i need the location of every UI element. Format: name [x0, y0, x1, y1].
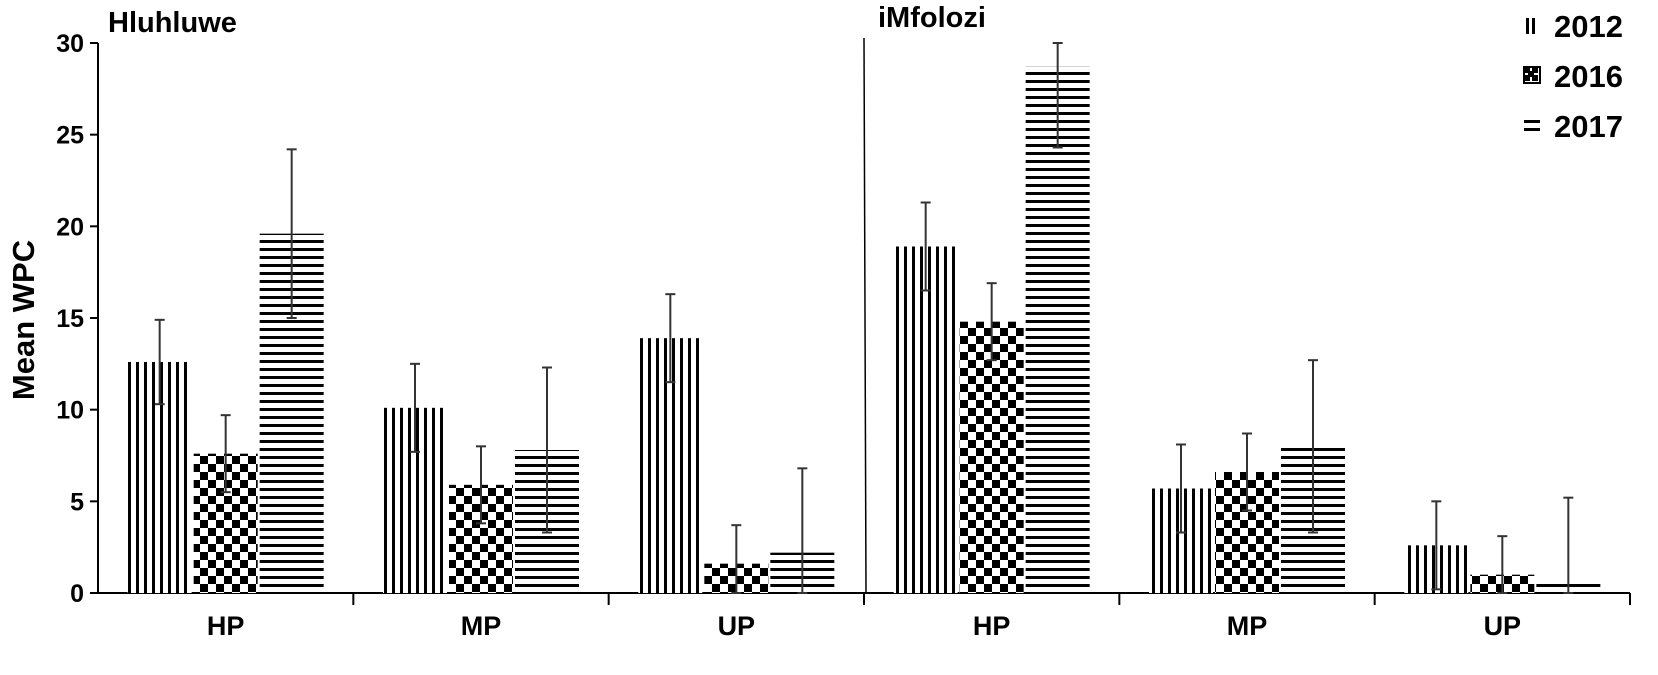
- legend-swatch-2012-b: [1532, 18, 1535, 34]
- panel-title-imfolozi: iMfolozi: [878, 2, 986, 34]
- y-tick-label: 15: [56, 305, 84, 333]
- axes: [90, 37, 1631, 605]
- legend-swatch-cell: [1532, 75, 1538, 81]
- legend-label-2016: 2016: [1554, 59, 1623, 94]
- legend-label-2017: 2017: [1554, 109, 1623, 144]
- y-tick-label: 20: [56, 213, 84, 241]
- category-label: MP: [1227, 611, 1268, 641]
- legend-label-2012: 2012: [1554, 9, 1623, 44]
- bar-imfolozi-hp-2012: [893, 246, 958, 593]
- legend-swatch-2017-b: [1524, 128, 1540, 131]
- legend-swatch-cell: [1532, 67, 1538, 73]
- y-tick-label: 30: [56, 30, 84, 58]
- legend-swatch-2017: [1524, 120, 1540, 123]
- y-tick-label: 5: [70, 488, 84, 516]
- legend-swatch-2016: [1523, 66, 1541, 84]
- bar-imfolozi-hp-2017: [1025, 66, 1090, 594]
- y-tick-label: 10: [56, 397, 84, 425]
- error-bars: [154, 42, 1574, 594]
- y-axis-title: Mean WPC: [6, 240, 41, 400]
- category-label: MP: [461, 611, 502, 641]
- legend-swatch-2012: [1526, 18, 1529, 34]
- y-tick-label: 25: [56, 122, 84, 150]
- labels: Mean WPC 0 5 10 15 20 25 30 HP MP UP HP MP UP Hluhluw…: [6, 2, 1521, 641]
- legend-swatch-border: [1523, 66, 1541, 84]
- legend-swatch-cell: [1524, 75, 1530, 81]
- category-label: HP: [973, 611, 1011, 641]
- legend-swatch-cell: [1524, 67, 1530, 73]
- category-label: UP: [1484, 611, 1522, 641]
- legend: 2012 2016 2017: [1523, 9, 1623, 144]
- y-tick-label: 0: [70, 580, 84, 608]
- panel-title-hluhluwe: Hluhluwe: [108, 7, 237, 39]
- panel-divider: [863, 37, 867, 594]
- category-label: UP: [718, 611, 756, 641]
- category-label: HP: [207, 611, 245, 641]
- bar-imfolozi-hp-2016: [959, 321, 1024, 593]
- legend-swatch-cell: [1528, 71, 1534, 77]
